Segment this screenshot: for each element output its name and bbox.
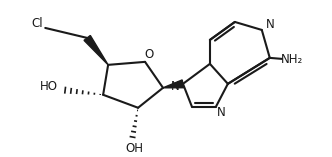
Text: NH₂: NH₂ xyxy=(281,53,303,66)
Text: N: N xyxy=(171,80,179,93)
Text: N: N xyxy=(216,106,225,119)
Text: HO: HO xyxy=(40,80,58,93)
Polygon shape xyxy=(84,35,108,65)
Polygon shape xyxy=(163,80,184,88)
Text: Cl: Cl xyxy=(32,17,43,30)
Text: OH: OH xyxy=(125,142,143,155)
Text: N: N xyxy=(265,18,274,31)
Text: O: O xyxy=(144,48,154,61)
